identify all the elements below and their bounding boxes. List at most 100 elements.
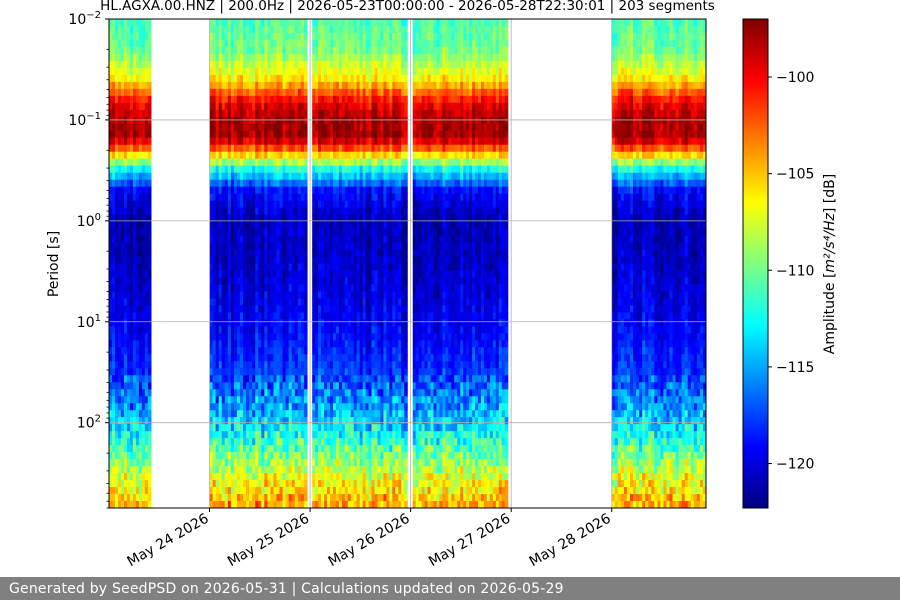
heatmap-cell [243,53,247,62]
heatmap-cell [303,284,308,293]
heatmap-cell [224,312,229,320]
heatmap-cell [120,228,125,237]
heatmap-cell [285,333,290,341]
heatmap-cell [386,109,390,118]
heatmap-cell [338,354,343,362]
heatmap-cell [276,32,281,41]
heatmap-cell [276,291,281,300]
heatmap-cell [109,312,113,320]
heatmap-cell [221,137,226,146]
heatmap-cell [249,354,253,362]
heatmap-cell [126,277,131,286]
heatmap-cell [324,214,328,223]
heatmap-cell [279,144,284,153]
heatmap-cell [267,116,272,125]
heatmap-cell [377,95,382,104]
heatmap-cell [270,431,275,439]
heatmap-cell [221,466,226,474]
heatmap-cell [264,158,268,167]
heatmap-cell [218,487,223,495]
heatmap-cell [141,445,146,453]
heatmap-cell [212,165,217,174]
heatmap-cell [297,312,302,320]
heatmap-cell [291,179,296,188]
heatmap-cell [341,102,346,111]
heatmap-cell [383,46,387,55]
heatmap-cell [332,445,337,453]
heatmap-cell [368,109,373,118]
heatmap-cell [243,375,247,383]
heatmap-cell [386,186,390,195]
heatmap-cell [123,263,128,272]
heatmap-cell [236,494,241,502]
heatmap-cell [138,382,143,390]
heatmap-cell [338,396,343,404]
heatmap-cell [332,186,337,195]
heatmap-cell [209,333,214,341]
heatmap-cell [249,459,253,467]
heatmap-cell [335,480,340,488]
heatmap-cell [318,361,322,369]
heatmap-cell [264,53,268,62]
heatmap-cell [288,473,293,481]
heatmap-cell [365,207,370,216]
heatmap-cell [114,263,119,272]
heatmap-cell [312,277,316,286]
heatmap-cell [258,410,262,418]
heatmap-cell [270,137,275,146]
heatmap-cell [243,46,247,55]
heatmap-cell [258,424,262,432]
heatmap-cell [347,452,352,460]
heatmap-cell [114,424,119,432]
heatmap-cell [318,116,322,125]
heatmap-cell [273,270,278,279]
heatmap-cell [359,270,364,279]
heatmap-cell [123,382,128,390]
heatmap-cell [144,396,149,404]
heatmap-cell [252,137,256,146]
heatmap-cell [353,480,358,488]
heatmap-cell [362,368,367,376]
heatmap-cell [129,46,134,55]
heatmap-cell [129,291,134,300]
heatmap-cell [344,417,349,425]
heatmap-cell [227,270,232,279]
heatmap-cell [341,375,346,383]
heatmap-cell [329,284,334,293]
heatmap-cells [109,19,706,508]
heatmap-cell [371,410,376,418]
heatmap-cell [327,158,331,167]
heatmap-cell [315,81,319,90]
heatmap-cell [261,326,265,334]
heatmap-cell [246,480,250,488]
heatmap-cell [291,221,296,230]
heatmap-cell [270,39,275,48]
heatmap-cell [341,312,346,320]
heatmap-cell [365,368,370,376]
heatmap-cell [239,46,244,55]
heatmap-cell [236,438,241,446]
heatmap-cell [371,123,376,132]
heatmap-cell [261,480,265,488]
heatmap-cell [338,410,343,418]
heatmap-cell [285,186,290,195]
heatmap-cell [123,326,128,334]
heatmap-cell [380,67,385,76]
heatmap-cell [335,319,340,327]
heatmap-cell [249,200,253,209]
heatmap-cell [252,88,256,97]
heatmap-cell [135,130,140,139]
heatmap-cell [335,431,340,439]
heatmap-cell [117,312,122,320]
heatmap-cell [335,333,340,341]
heatmap-cell [147,319,152,327]
heatmap-cell [359,487,364,495]
heatmap-cell [252,151,256,160]
heatmap-cell [344,19,349,27]
heatmap-cell [147,102,152,111]
heatmap-cell [236,452,241,460]
heatmap-cell [288,249,293,258]
heatmap-cell [318,53,322,62]
heatmap-cell [236,95,241,104]
heatmap-cell [374,263,379,272]
